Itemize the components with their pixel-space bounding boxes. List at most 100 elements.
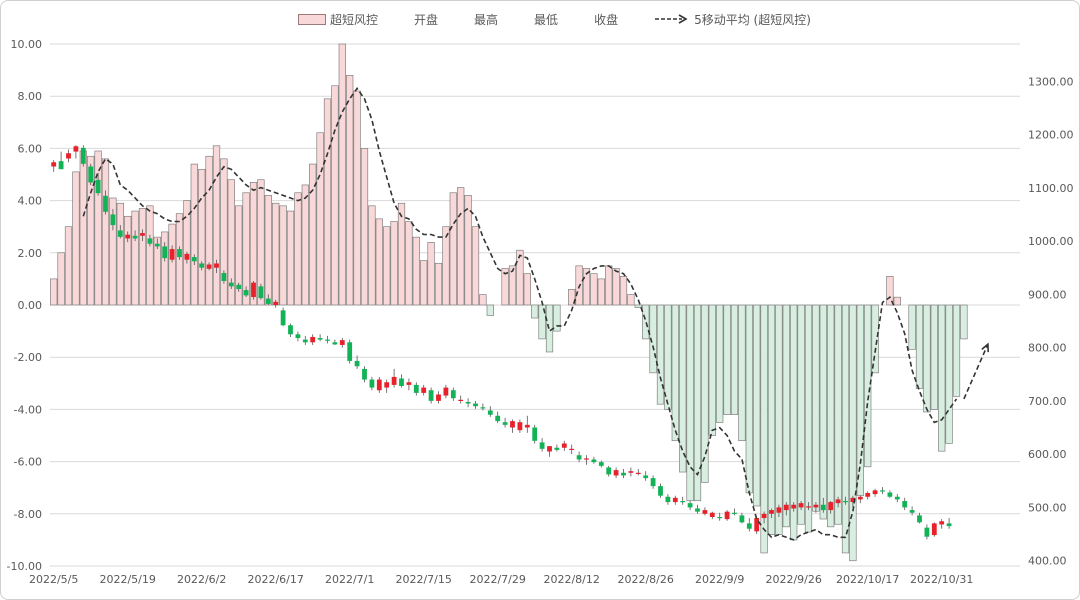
candle-body <box>769 510 774 514</box>
bar <box>72 171 80 306</box>
candle-body <box>399 378 404 386</box>
bar <box>523 273 531 306</box>
y-right-tick-label: 700.00 <box>1028 395 1067 408</box>
x-tick-label: 2022/9/9 <box>695 573 744 586</box>
bar <box>775 304 783 535</box>
candle-body <box>421 387 427 393</box>
bar <box>257 179 265 306</box>
y-left-tick-label: -6.00 <box>14 456 42 469</box>
bar <box>864 304 872 468</box>
bar <box>871 304 879 374</box>
x-tick-label: 2022/6/17 <box>247 573 303 586</box>
bar <box>242 192 250 306</box>
bar <box>553 304 561 332</box>
candle-body <box>221 273 227 282</box>
bar <box>849 304 857 562</box>
bar <box>486 304 494 316</box>
y-right-tick-label: 400.00 <box>1028 555 1067 568</box>
bar <box>449 192 457 306</box>
candle-body <box>391 376 397 385</box>
y-left-tick-label: 6.00 <box>18 142 43 155</box>
candle-body <box>110 214 116 226</box>
candle-body <box>946 523 952 527</box>
bar <box>346 75 354 306</box>
bar <box>568 289 576 306</box>
bar <box>656 304 665 405</box>
candle-body <box>702 510 708 514</box>
candle-body <box>746 523 752 529</box>
y-left-tick-label: 8.00 <box>18 90 43 103</box>
candle-body <box>384 382 390 388</box>
candle-body <box>598 462 604 466</box>
candle-body <box>436 394 441 401</box>
candle-body <box>628 471 634 473</box>
candle-body <box>569 448 575 451</box>
candle-body <box>880 490 885 492</box>
legend-item-low[interactable]: 最低 <box>534 11 558 28</box>
y-right-tick-label: 1100.00 <box>1028 182 1074 195</box>
bar <box>819 304 827 520</box>
bar <box>212 145 221 306</box>
legend-item-close[interactable]: 收盘 <box>594 11 618 28</box>
candle-body <box>140 233 145 236</box>
ma-line <box>82 87 958 541</box>
bar <box>116 202 124 306</box>
bar <box>323 98 332 306</box>
bar <box>309 163 317 306</box>
candle-body <box>687 503 693 508</box>
bar <box>249 182 258 306</box>
legend-item-open[interactable]: 开盘 <box>414 11 438 28</box>
bar <box>627 294 635 306</box>
x-tick-label: 2022/5/19 <box>99 573 155 586</box>
candle-body <box>95 179 101 194</box>
bar <box>664 304 672 410</box>
candle-body <box>317 338 323 340</box>
bar <box>427 242 435 306</box>
bar <box>198 168 206 306</box>
candle-body <box>584 458 589 460</box>
bar <box>264 195 272 306</box>
candle-body <box>902 501 908 508</box>
candle-body <box>798 503 804 508</box>
candle-body <box>236 284 242 290</box>
bar <box>464 195 472 306</box>
candle-body <box>524 424 530 428</box>
bar <box>590 273 598 306</box>
legend-ma-dash-icon <box>655 14 688 24</box>
bar <box>434 262 443 306</box>
x-tick-label: 2022/10/31 <box>910 573 973 586</box>
legend-item-ma[interactable]: 5移动平均 (超短风控) <box>654 11 811 28</box>
bar <box>161 231 169 306</box>
candle-body <box>517 422 523 431</box>
bar <box>101 158 110 306</box>
candle-body <box>458 399 464 402</box>
candle-body <box>332 342 338 345</box>
y-left-tick-label: -4.00 <box>14 403 42 416</box>
candle-body <box>643 475 649 479</box>
candle-body <box>443 387 449 396</box>
bar <box>886 275 894 306</box>
bar <box>131 210 139 306</box>
candle-body <box>347 342 353 361</box>
legend-item-high[interactable]: 最高 <box>474 11 498 28</box>
bar <box>738 304 746 442</box>
bar <box>686 304 694 502</box>
y-left-tick-label: 0.00 <box>18 299 43 312</box>
legend-item-bar[interactable]: 超短风控 <box>298 11 378 28</box>
candle-body <box>606 467 612 475</box>
bar <box>531 304 539 319</box>
legend-high-label: 最高 <box>474 12 499 27</box>
candle-body <box>487 410 493 415</box>
candle-body <box>547 446 552 452</box>
bar <box>708 304 716 436</box>
candle-body <box>665 496 671 503</box>
bar <box>723 304 731 415</box>
candle-body <box>917 515 922 523</box>
bar <box>812 304 820 512</box>
candle-body <box>258 286 264 299</box>
bar <box>804 304 813 533</box>
y-left-tick-label: 4.00 <box>18 195 43 208</box>
bar <box>360 148 369 306</box>
bar <box>375 218 383 306</box>
candle-body <box>147 238 153 244</box>
